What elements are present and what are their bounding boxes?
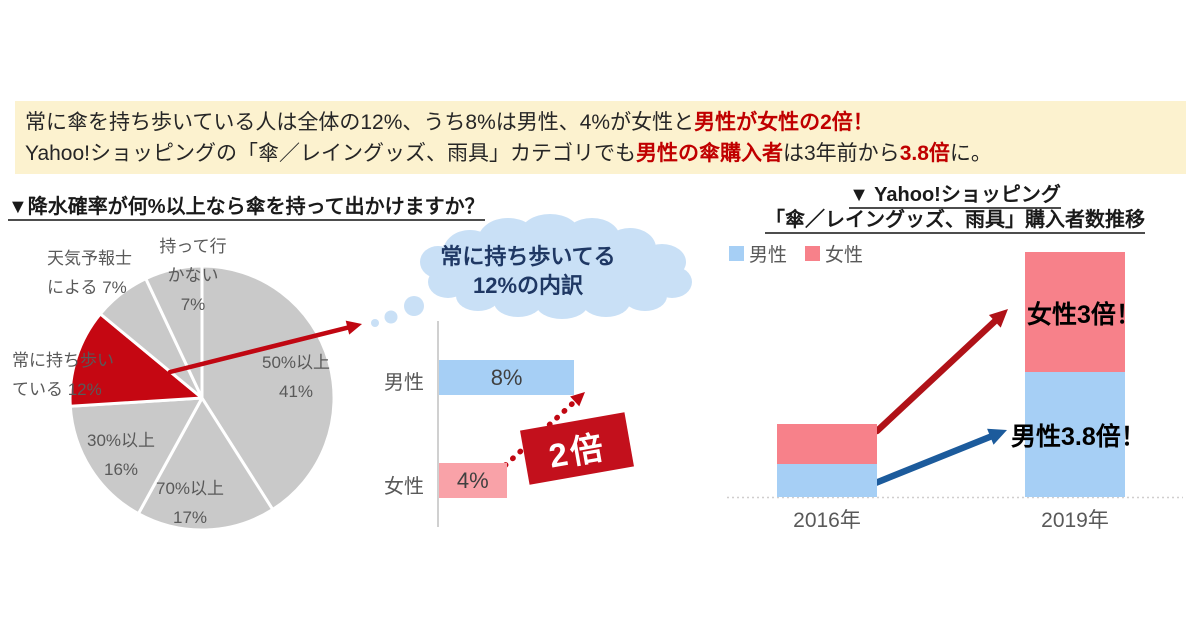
headline-line-2: Yahoo!ショッピングの「傘／レイングッズ、雨具」カテゴリでも男性の傘購入者は…: [25, 138, 1186, 169]
female-growth-arrow-shaft: [873, 318, 999, 435]
legend-item-male: 男性: [729, 240, 787, 267]
stacked-chart-title: ▼ Yahoo!ショッピング 「傘／レイングッズ、雨具」購入者数推移: [700, 183, 1200, 234]
leader-arrow-shaft: [167, 325, 350, 375]
male-growth-arrow-head: [987, 428, 1007, 445]
pie-label-no-carry: 持って行 かない 7%: [159, 237, 227, 314]
bar-value-female: 4%: [456, 467, 489, 493]
pie-label-always-carry: 常に持ち歩い ている 12%: [12, 351, 114, 399]
double-arrow-head: [570, 392, 585, 407]
female-growth-arrow-head: [988, 309, 1008, 328]
legend-item-female: 女性: [805, 240, 863, 267]
middle-chart-category-female: 女性: [384, 476, 424, 498]
legend-label-male: 男性: [749, 245, 788, 266]
pie-label-70-percent: 70%以上 17%: [155, 479, 225, 527]
annotation-female-3x: 女性3倍！: [1027, 301, 1141, 329]
headline-banner: 常に傘を持ち歩いている人は全体の12%、うち8%は男性、4%が女性と男性が女性の…: [15, 101, 1186, 174]
headline-line-1: 常に傘を持ち歩いている人は全体の12%、うち8%は男性、4%が女性と男性が女性の…: [25, 107, 1186, 138]
pie-label-forecaster: 天気予報士 による 7%: [47, 249, 132, 297]
stacked-bar-2019年-女性: [1025, 251, 1125, 372]
bar-male-8-percent: 8%: [439, 360, 575, 395]
thought-bubble-cloud: [371, 214, 692, 327]
pie-slice-5: [144, 264, 204, 400]
x-label-2016: 2016年: [793, 509, 861, 532]
legend-swatch-male: [729, 246, 744, 261]
headline-text-1: 常に傘を持ち歩いている人は全体の12%、うち8%は男性、4%が女性と: [25, 111, 695, 134]
stacked-bar-2016年-女性: [777, 424, 877, 464]
x-label-2019: 2019年: [1041, 509, 1109, 532]
pie-label-30-percent: 30%以上 16%: [86, 431, 156, 479]
leader-arrow-head: [345, 320, 362, 335]
stacked-chart-legend: 男性 女性: [729, 240, 863, 267]
pie-slice-3: [68, 312, 204, 408]
middle-chart-category-male: 男性: [384, 372, 424, 394]
pie-chart-title: ▼降水確率が何%以上なら傘を持って出かけますか？: [8, 190, 485, 221]
pie-slice-2: [68, 396, 204, 516]
legend-label-female: 女性: [825, 245, 864, 266]
bubble-tail-dot-large: [404, 296, 424, 316]
headline-emphasis-1: 男性が女性の2倍！: [694, 111, 874, 134]
headline-emphasis-2b: 3.8倍: [899, 142, 950, 165]
legend-swatch-female: [805, 246, 821, 261]
pie-label-50-percent: 50%以上 41%: [261, 353, 331, 401]
bubble-tail-dot-small: [371, 319, 379, 327]
pie-slice-1: [136, 396, 275, 532]
bar-female-4-percent: 4%: [439, 463, 507, 498]
stacked-bar-2016年-男性: [777, 464, 877, 497]
stacked-bar-2019年-男性: [1025, 371, 1125, 497]
headline-text-2c: に。: [949, 142, 992, 165]
headline-text-2b: は3年前から: [783, 142, 900, 165]
headline-emphasis-2a: 男性の傘購入者: [636, 142, 783, 165]
male-growth-arrow-shaft: [869, 433, 994, 488]
bar-value-male: 8%: [490, 364, 523, 390]
bubble-tail-dot-medium: [384, 310, 398, 324]
thought-bubble-text: 常に持ち歩いてる 12%の内訳: [440, 244, 616, 298]
headline-text-2a: Yahoo!ショッピングの「傘／レイングッズ、雨具」カテゴリでも: [25, 142, 636, 165]
annotation-male-3-8x: 男性3.8倍！: [1011, 423, 1146, 451]
